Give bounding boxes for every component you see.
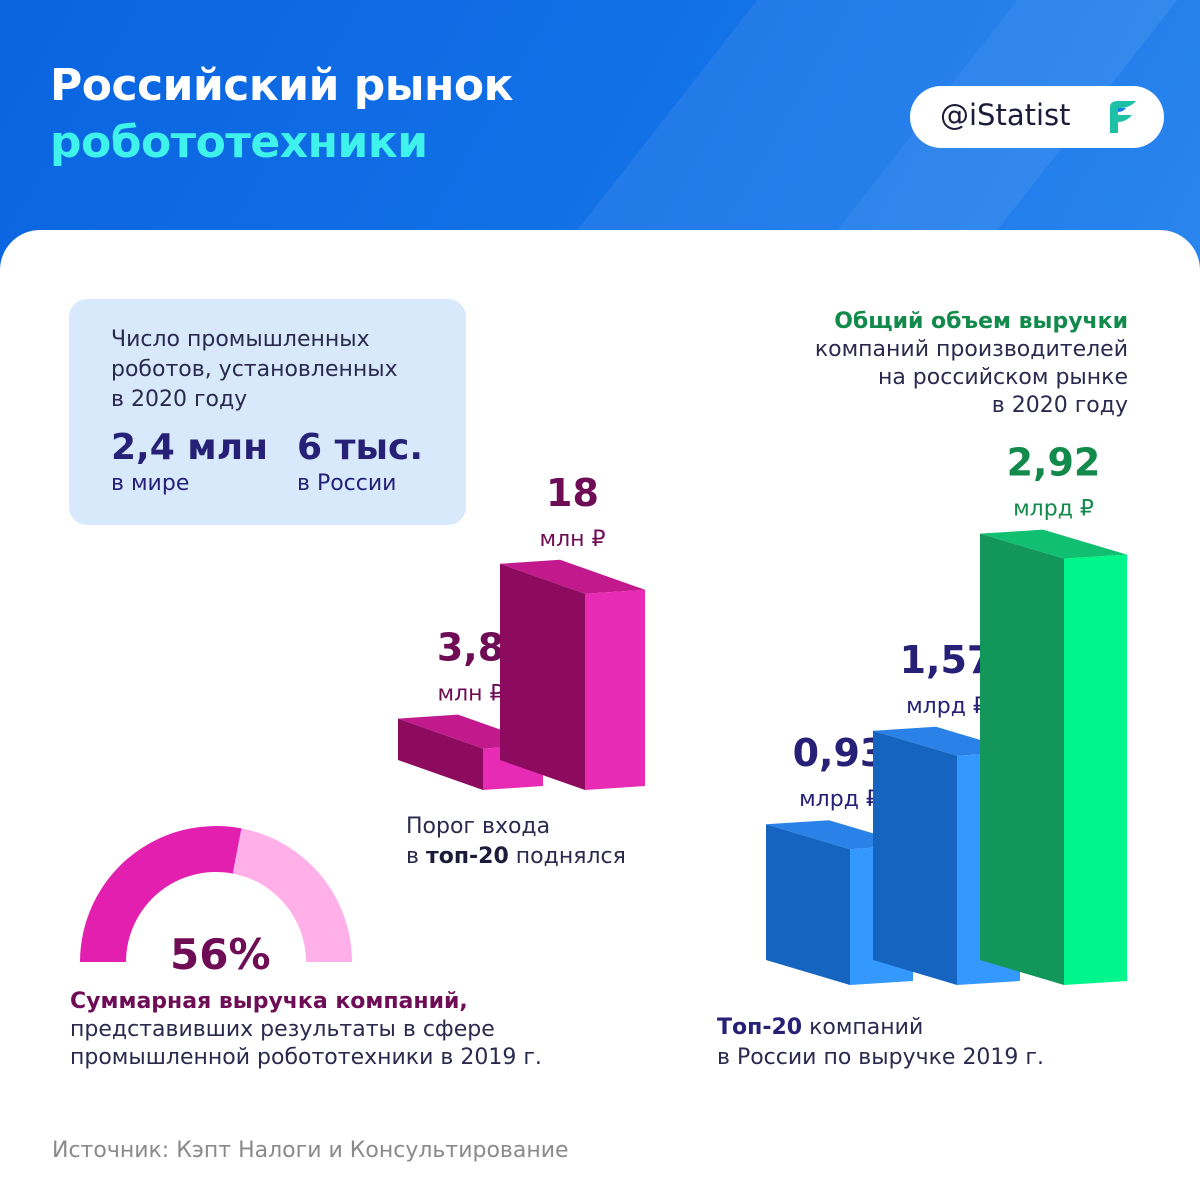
bar-unit-label: млн ₽	[539, 527, 605, 552]
russia-robots-label: в России	[297, 471, 397, 496]
bar	[766, 824, 850, 985]
share-value: 56%	[170, 930, 271, 979]
threshold-caption-in: в	[406, 844, 419, 869]
bar-side	[585, 589, 645, 790]
share-text-bold: Суммарная выручка компаний,	[70, 988, 630, 1016]
bar	[500, 563, 585, 790]
bar-unit-label: млрд ₽	[906, 694, 987, 719]
gauge-segment-rest	[232, 828, 352, 962]
feather-logo-icon	[1110, 101, 1136, 133]
robots-caption-line: Число промышленных	[111, 327, 370, 352]
brand-name: @iStatist	[940, 98, 1071, 132]
gauge-segment-56	[80, 826, 242, 962]
robots-info-box: Число промышленных роботов, установленны…	[69, 299, 466, 525]
threshold-caption-bold: топ-20	[425, 844, 509, 869]
threshold-caption: Порог входа в топ-20 поднялся	[406, 812, 626, 872]
bar-value-label: 3,8	[437, 626, 504, 670]
revenue-title-line: в 2020 году	[991, 393, 1128, 418]
brand-badge[interactable]: @iStatist	[910, 86, 1164, 148]
revenue-title-line: на российском рынке	[877, 365, 1128, 390]
world-robots-label: в мире	[111, 471, 190, 496]
threshold-caption-suffix: поднялся	[515, 844, 626, 869]
bar-value-label: 0,93	[793, 731, 887, 775]
top20-caption-bold: Топ-20	[717, 1015, 803, 1040]
threshold-caption-line2: в топ-20 поднялся	[406, 842, 626, 872]
robots-caption-line: в 2020 году	[111, 387, 248, 412]
bar	[398, 718, 483, 790]
share-text-bold-label: Суммарная выручка компаний,	[70, 989, 468, 1014]
bar-top	[980, 529, 1127, 559]
top20-caption-rest: компаний	[809, 1015, 924, 1040]
title-line-1: Российский рынок	[50, 60, 514, 111]
bar	[980, 533, 1064, 985]
bar-value-label: 2,92	[1007, 441, 1101, 485]
bar-unit-label: млрд ₽	[1013, 497, 1094, 522]
share-text-line: промышленной робототехники в 2019 г.	[70, 1045, 542, 1070]
robots-caption-line: роботов, установленных	[111, 357, 398, 382]
bar-value-label: 18	[546, 471, 599, 515]
world-robots-value: 2,4 млн	[111, 427, 268, 468]
share-gauge	[80, 826, 352, 962]
bar-unit-label: млрд ₽	[799, 787, 880, 812]
robots-caption: Число промышленных роботов, установленны…	[111, 325, 441, 415]
share-text-line: представивших результаты в сфере	[70, 1017, 495, 1042]
source-note: Источник: Кэпт Налоги и Консультирование	[52, 1138, 569, 1163]
bar	[873, 730, 957, 985]
revenue-title-bold: Общий объем выручки	[834, 309, 1128, 334]
bar-side	[1064, 554, 1127, 985]
bar-value-label: 1,57	[900, 638, 994, 682]
title-line-2: робототехники	[50, 117, 428, 168]
top20-caption-line1: Топ-20 компаний	[717, 1013, 1044, 1043]
bar-unit-label: млн ₽	[437, 682, 503, 707]
top20-caption: Топ-20 компаний в России по выручке 2019…	[717, 1013, 1044, 1073]
bar-top	[500, 559, 645, 594]
top20-caption-line2: в России по выручке 2019 г.	[717, 1045, 1044, 1070]
revenue-title-line: компаний производителей	[814, 337, 1128, 362]
revenue-title: Общий объем выручки компаний производите…	[708, 308, 1128, 420]
threshold-caption-line1: Порог входа	[406, 814, 551, 839]
russia-robots-value: 6 тыс.	[297, 427, 424, 468]
share-text: Суммарная выручка компаний, представивши…	[70, 988, 630, 1072]
